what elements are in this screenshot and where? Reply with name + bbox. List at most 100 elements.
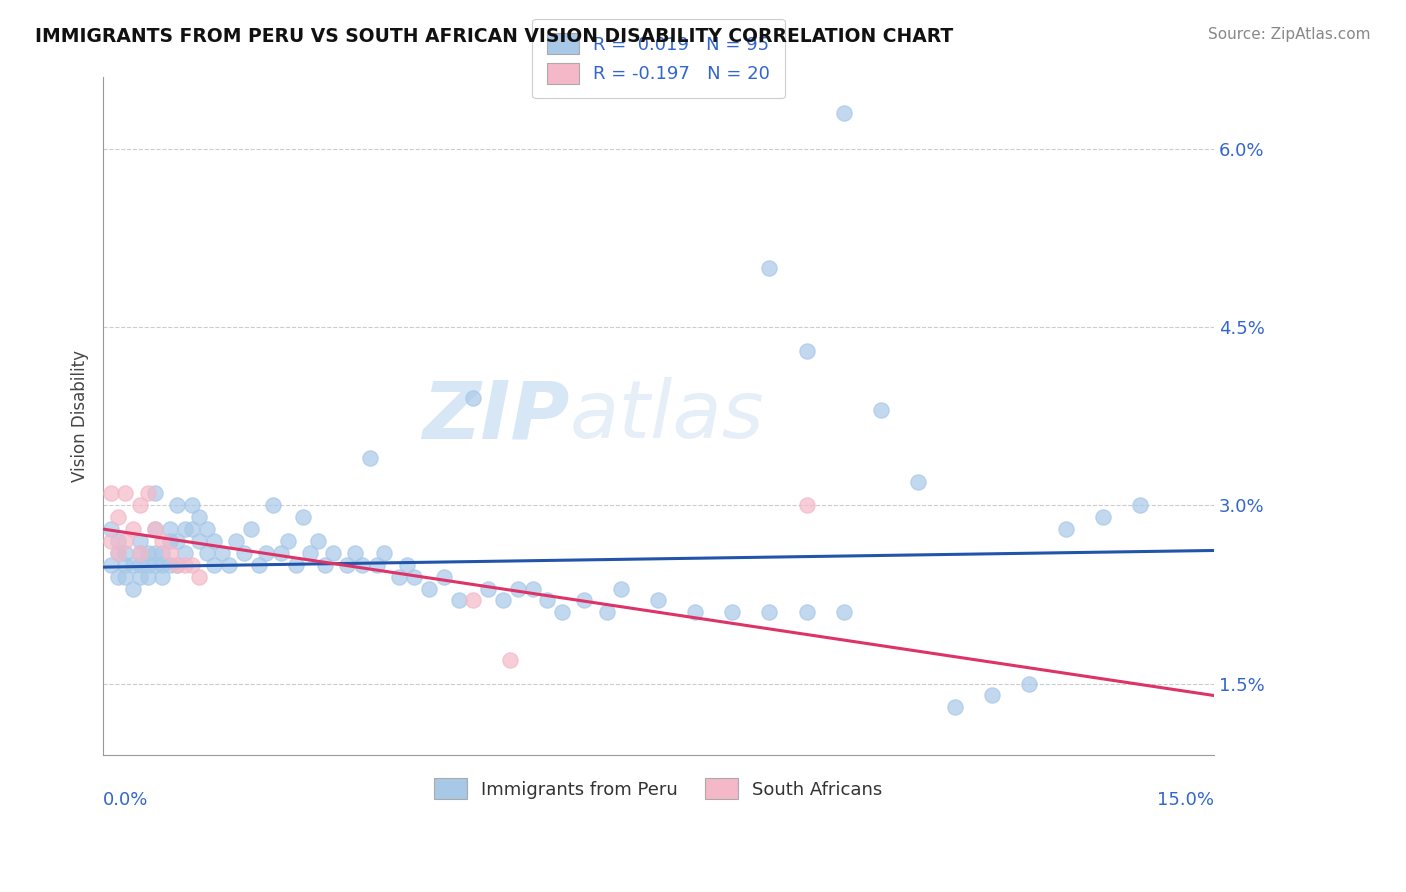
Point — [610, 582, 633, 596]
Point — [1129, 498, 1152, 512]
Point — [129, 533, 152, 548]
Text: 0.0%: 0.0% — [103, 790, 149, 808]
Point — [143, 558, 166, 572]
Point — [352, 558, 374, 572]
Point — [129, 569, 152, 583]
Point — [463, 593, 485, 607]
Point — [166, 533, 188, 548]
Point — [907, 475, 929, 489]
Point — [758, 260, 780, 275]
Point — [277, 533, 299, 548]
Point — [159, 533, 181, 548]
Point — [195, 522, 218, 536]
Point — [1018, 676, 1040, 690]
Point — [136, 569, 159, 583]
Point — [114, 533, 136, 548]
Point — [114, 569, 136, 583]
Point — [292, 510, 315, 524]
Point — [262, 498, 284, 512]
Point — [240, 522, 263, 536]
Point — [373, 546, 395, 560]
Point — [211, 546, 233, 560]
Point — [492, 593, 515, 607]
Point — [143, 486, 166, 500]
Point — [1054, 522, 1077, 536]
Point — [418, 582, 440, 596]
Text: IMMIGRANTS FROM PERU VS SOUTH AFRICAN VISION DISABILITY CORRELATION CHART: IMMIGRANTS FROM PERU VS SOUTH AFRICAN VI… — [35, 27, 953, 45]
Point — [143, 546, 166, 560]
Point — [136, 546, 159, 560]
Point — [980, 689, 1002, 703]
Point — [150, 569, 173, 583]
Point — [359, 450, 381, 465]
Point — [299, 546, 322, 560]
Point — [114, 486, 136, 500]
Point — [647, 593, 669, 607]
Point — [188, 569, 211, 583]
Point — [595, 605, 617, 619]
Point — [477, 582, 499, 596]
Point — [129, 498, 152, 512]
Point — [232, 546, 254, 560]
Point — [225, 533, 247, 548]
Point — [107, 546, 129, 560]
Point — [181, 558, 204, 572]
Point — [100, 533, 122, 548]
Point — [447, 593, 470, 607]
Point — [166, 498, 188, 512]
Point — [202, 533, 225, 548]
Point — [129, 546, 152, 560]
Point — [499, 653, 522, 667]
Point — [159, 546, 181, 560]
Point — [107, 569, 129, 583]
Point — [114, 546, 136, 560]
Point — [832, 605, 855, 619]
Point — [433, 569, 456, 583]
Point — [173, 558, 195, 572]
Point — [388, 569, 411, 583]
Point — [129, 546, 152, 560]
Point — [1091, 510, 1114, 524]
Point — [574, 593, 596, 607]
Point — [343, 546, 366, 560]
Point — [943, 700, 966, 714]
Point — [247, 558, 270, 572]
Point — [284, 558, 307, 572]
Point — [463, 392, 485, 406]
Point — [100, 558, 122, 572]
Point — [159, 558, 181, 572]
Point — [166, 558, 188, 572]
Point — [121, 582, 143, 596]
Y-axis label: Vision Disability: Vision Disability — [72, 351, 89, 483]
Text: atlas: atlas — [569, 377, 765, 455]
Text: Source: ZipAtlas.com: Source: ZipAtlas.com — [1208, 27, 1371, 42]
Point — [685, 605, 707, 619]
Text: 15.0%: 15.0% — [1157, 790, 1213, 808]
Point — [270, 546, 292, 560]
Point — [336, 558, 359, 572]
Point — [136, 486, 159, 500]
Point — [202, 558, 225, 572]
Point — [143, 522, 166, 536]
Point — [314, 558, 336, 572]
Point — [166, 558, 188, 572]
Point — [188, 533, 211, 548]
Point — [150, 546, 173, 560]
Point — [100, 486, 122, 500]
Point — [721, 605, 744, 619]
Point — [551, 605, 574, 619]
Point — [114, 558, 136, 572]
Point — [188, 510, 211, 524]
Point — [121, 558, 143, 572]
Point — [366, 558, 388, 572]
Point — [796, 605, 818, 619]
Point — [107, 546, 129, 560]
Point — [159, 522, 181, 536]
Point — [143, 522, 166, 536]
Text: ZIP: ZIP — [422, 377, 569, 455]
Point — [173, 522, 195, 536]
Point — [522, 582, 544, 596]
Point — [173, 546, 195, 560]
Point — [506, 582, 529, 596]
Point — [150, 533, 173, 548]
